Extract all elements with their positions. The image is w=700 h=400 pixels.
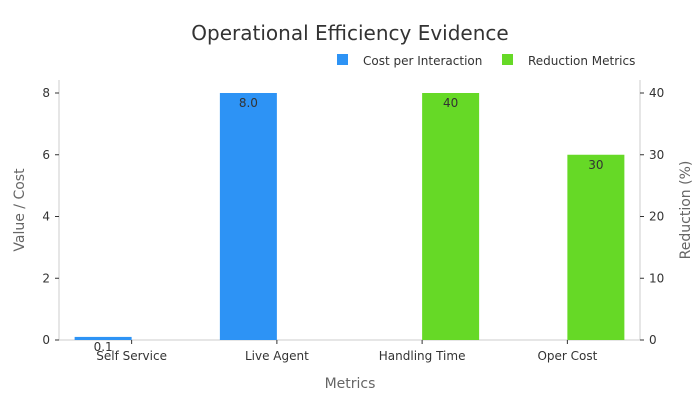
y-tick-label: 6 xyxy=(42,148,50,162)
y2-tick-label: 10 xyxy=(649,271,664,285)
y-tick-label: 0 xyxy=(42,333,50,347)
chart-title: Operational Efficiency Evidence xyxy=(191,21,508,45)
x-tick-label-oper-cost: Oper Cost xyxy=(537,349,597,363)
x-axis-ticks: Self Service Live Agent Handling Time Oper … xyxy=(96,340,598,363)
legend: Cost per Interaction Reduction Metrics xyxy=(337,54,635,68)
right-axis-ticks: 0 10 20 30 40 xyxy=(640,86,664,347)
legend-label-reduction-metrics: Reduction Metrics xyxy=(528,54,635,68)
left-axis-ticks: 0 2 4 6 8 xyxy=(42,86,59,347)
y-tick-label: 2 xyxy=(42,271,50,285)
y2-axis-label: Reduction (%) xyxy=(678,161,694,260)
data-label-cost-per-interaction-self-service: 0.1 xyxy=(94,340,113,354)
x-axis-label: Metrics xyxy=(325,376,376,392)
y2-tick-label: 0 xyxy=(649,333,657,347)
legend-swatch-reduction-metrics xyxy=(502,54,513,65)
bar-cost-per-interaction-live-agent xyxy=(219,93,277,340)
data-label-reduction-metrics-handling-time: 40 xyxy=(443,96,458,110)
y2-tick-label: 20 xyxy=(649,210,664,224)
y-axis-label: Value / Cost xyxy=(12,168,28,252)
x-tick-label-live-agent: Live Agent xyxy=(245,349,309,363)
data-label-cost-per-interaction-live-agent: 8.0 xyxy=(239,96,258,110)
y2-tick-label: 30 xyxy=(649,148,664,162)
legend-swatch-cost-per-interaction xyxy=(337,54,348,65)
bar-reduction-metrics-handling-time xyxy=(422,93,480,340)
data-label-reduction-metrics-oper-cost: 30 xyxy=(588,158,603,172)
y-tick-label: 8 xyxy=(42,86,50,100)
bars: 0.1 8.0 40 30 xyxy=(74,93,625,354)
x-tick-label-handling-time: Handling Time xyxy=(379,349,466,363)
y-tick-label: 4 xyxy=(42,210,50,224)
legend-label-cost-per-interaction: Cost per Interaction xyxy=(363,54,482,68)
x-tick-label-self-service: Self Service xyxy=(96,349,167,363)
y2-tick-label: 40 xyxy=(649,86,664,100)
bar-cost-per-interaction-self-service xyxy=(74,336,132,340)
bar-reduction-metrics-oper-cost xyxy=(567,154,625,340)
